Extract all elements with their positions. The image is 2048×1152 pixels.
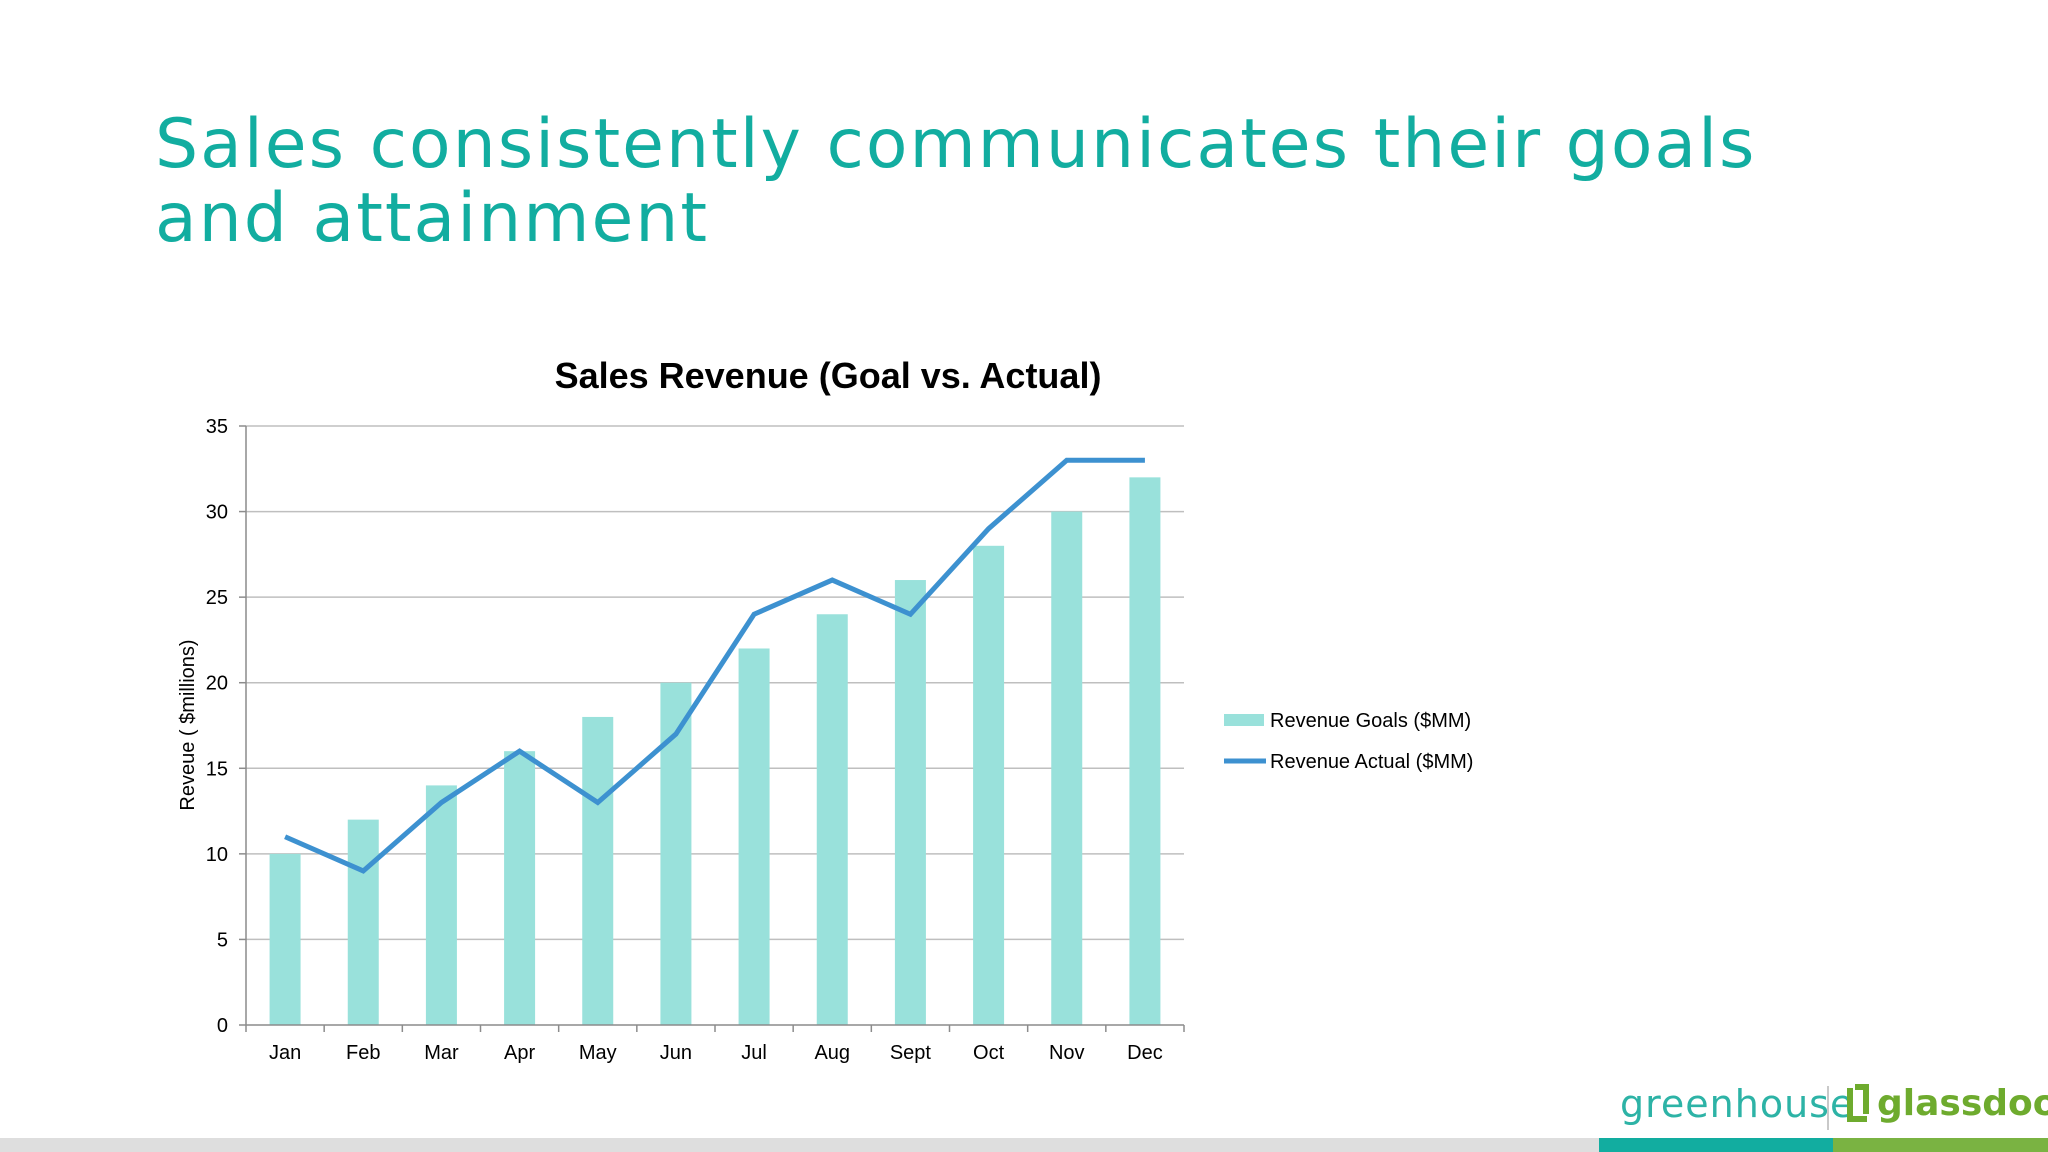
x-tick-labels: Jan Feb Mar Apr May Jun Jul Aug Sept Oct Nov Dec bbox=[269, 1042, 1163, 1064]
goal-bar bbox=[738, 648, 770, 1025]
y-tick-label: 35 bbox=[206, 416, 228, 438]
goal-bar bbox=[504, 751, 536, 1025]
gridlines bbox=[246, 425, 1184, 941]
y-tick-label: 30 bbox=[206, 502, 228, 524]
y-tick-label: 25 bbox=[206, 587, 228, 609]
glassdoor-door-icon bbox=[1847, 1084, 1869, 1122]
x-tick-label: Apr bbox=[504, 1042, 535, 1064]
actual-line-series bbox=[284, 457, 1146, 874]
y-tick-label: 15 bbox=[206, 758, 228, 780]
x-tick-label: Dec bbox=[1127, 1042, 1163, 1064]
goal-bar bbox=[269, 853, 301, 1025]
y-tick-labels: 0 5 10 15 20 25 30 35 bbox=[206, 416, 228, 1037]
goal-bar bbox=[582, 716, 614, 1025]
y-tick-label: 20 bbox=[206, 673, 228, 695]
x-tick-label: Jul bbox=[741, 1042, 767, 1064]
axes bbox=[239, 425, 1185, 1032]
legend-goal-swatch bbox=[1224, 714, 1264, 726]
glassdoor-wordmark: glassdoor bbox=[1877, 1082, 2048, 1124]
y-tick-label: 0 bbox=[217, 1015, 228, 1037]
x-tick-label: Mar bbox=[424, 1042, 459, 1064]
x-tick-label: Nov bbox=[1049, 1042, 1085, 1064]
goal-bar bbox=[894, 580, 926, 1025]
x-tick-label: Oct bbox=[973, 1042, 1005, 1064]
actual-line bbox=[284, 457, 1145, 874]
x-tick-label: Sept bbox=[890, 1042, 932, 1064]
slide-title: Sales consistently communicates their go… bbox=[155, 105, 1757, 258]
goal-bar bbox=[425, 785, 457, 1025]
x-tick-label: Feb bbox=[346, 1042, 380, 1064]
greenhouse-logo: greenhouse bbox=[1620, 1082, 1855, 1126]
legend-goal-label: Revenue Goals ($MM) bbox=[1270, 710, 1471, 732]
goal-bar bbox=[816, 614, 848, 1025]
goal-bar bbox=[660, 682, 692, 1025]
logo-divider bbox=[1827, 1086, 1829, 1130]
y-tick-label: 10 bbox=[206, 844, 228, 866]
footer-bar-green bbox=[1833, 1138, 2048, 1152]
glassdoor-logo: glassdoor bbox=[1845, 1082, 2048, 1124]
goal-bar bbox=[347, 819, 379, 1025]
legend-actual-label: Revenue Actual ($MM) bbox=[1270, 751, 1473, 773]
x-tick-label: Jan bbox=[269, 1042, 301, 1064]
goal-bars bbox=[269, 477, 1161, 1026]
x-tick-label: Jun bbox=[660, 1042, 692, 1064]
goal-bar bbox=[1129, 477, 1161, 1025]
x-tick-label: May bbox=[579, 1042, 617, 1064]
chart-title: Sales Revenue (Goal vs. Actual) bbox=[555, 355, 1102, 396]
footer-bar-teal bbox=[1599, 1138, 1833, 1152]
goal-bar bbox=[1051, 511, 1083, 1026]
footer-bar bbox=[0, 1138, 2048, 1152]
legend: Revenue Goals ($MM) Revenue Actual ($MM) bbox=[1224, 710, 1473, 773]
goal-bar bbox=[973, 545, 1005, 1025]
y-axis-label: Reveue ( $millions) bbox=[177, 639, 199, 810]
x-tick-label: Aug bbox=[814, 1042, 850, 1064]
y-tick-label: 5 bbox=[217, 929, 228, 951]
